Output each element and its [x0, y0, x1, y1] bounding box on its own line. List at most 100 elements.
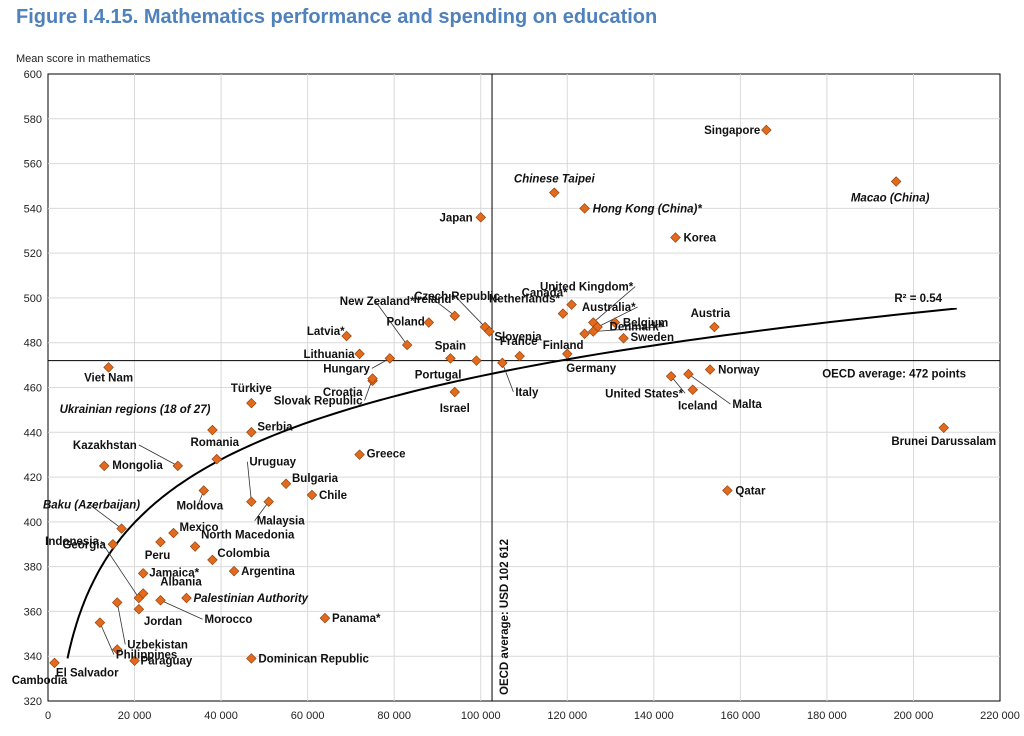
point-label: Austria — [691, 308, 731, 320]
point-label: Malaysia — [257, 516, 306, 528]
data-point — [354, 449, 365, 460]
data-point — [155, 595, 166, 606]
point-label: Brunei Darussalam — [891, 436, 996, 448]
point-label: Bulgaria — [292, 473, 339, 485]
data-point — [137, 568, 149, 579]
y-tick-label: 360 — [24, 606, 42, 618]
data-point — [306, 489, 318, 501]
point-label: Israel — [440, 403, 470, 415]
point-label: Australia* — [582, 302, 636, 314]
point-label: Serbia — [257, 421, 293, 433]
data-point — [181, 592, 192, 604]
x-tick-label: 60 000 — [291, 710, 325, 722]
leader-lines — [89, 286, 731, 655]
point-label: Korea — [683, 232, 716, 244]
point-label: Greece — [367, 449, 406, 461]
data-point — [566, 299, 577, 310]
point-label: Moldova — [176, 501, 223, 513]
data-point — [280, 478, 292, 490]
point-label: Uruguay — [249, 457, 296, 469]
point-label: El Salvador — [56, 667, 119, 679]
data-point — [704, 364, 716, 375]
point-label: Mongolia — [112, 460, 163, 472]
point-label: United Kingdom* — [540, 282, 634, 294]
point-label: Canada* — [522, 288, 569, 300]
point-label: Argentina — [241, 566, 295, 578]
data-point — [228, 565, 240, 577]
data-point — [722, 485, 733, 496]
trend-line: R² = 0.54 — [66, 293, 958, 659]
data-point — [423, 317, 435, 328]
data-point — [938, 422, 949, 434]
data-point — [246, 653, 257, 664]
x-tick-label: 100 000 — [461, 710, 501, 722]
point-label: Macao (China) — [851, 192, 930, 204]
point-label: Sweden — [631, 332, 674, 344]
y-tick-label: 580 — [24, 114, 42, 126]
leader-line — [138, 444, 179, 467]
data-point — [246, 496, 257, 507]
point-label: Indonesia — [45, 536, 99, 548]
point-label: Poland — [386, 317, 424, 329]
data-point — [189, 541, 201, 552]
x-tick-label: 20 000 — [118, 710, 152, 722]
y-tick-label: 480 — [24, 338, 42, 350]
x-tick-label: 140 000 — [634, 710, 674, 722]
point-label: Malta — [732, 399, 762, 411]
data-point — [683, 368, 694, 380]
data-point — [94, 617, 106, 628]
data-point — [665, 371, 677, 382]
point-label: Türkiye — [231, 383, 272, 395]
point-label: Croatia — [323, 387, 363, 399]
point-label: Palestinian Authority — [193, 593, 308, 605]
data-point — [687, 384, 698, 395]
leader-line — [593, 326, 666, 332]
point-label: Uzbekistan — [127, 639, 188, 651]
data-point — [579, 328, 590, 339]
leader-line — [374, 300, 408, 346]
data-point — [484, 326, 495, 337]
data-point — [129, 655, 140, 666]
data-point — [168, 527, 179, 539]
point-label: Belgium — [623, 318, 668, 330]
data-point — [514, 350, 525, 362]
point-label: North Macedonia — [201, 529, 295, 541]
x-tick-label: 0 — [45, 710, 51, 722]
leader-line — [89, 504, 122, 529]
point-label: Hungary — [323, 363, 370, 375]
y-tick-label: 440 — [24, 427, 42, 439]
point-label: Colombia — [217, 548, 270, 560]
data-point — [557, 308, 569, 319]
data-point — [246, 427, 257, 438]
data-point — [401, 339, 413, 351]
leader-line — [246, 461, 252, 502]
oecd-average-score-label: OECD average: 472 points — [822, 369, 966, 381]
gridlines — [48, 74, 1000, 701]
point-label: Slovak Republic — [274, 396, 363, 408]
oecd-average-spending-label: OECD average: USD 102 612 — [499, 539, 511, 695]
data-point — [49, 657, 60, 669]
data-point — [579, 203, 590, 214]
point-label: Georgia — [62, 539, 106, 551]
data-point — [609, 317, 621, 328]
data-point — [319, 612, 331, 624]
y-axis-ticks: 320 340 360 380 400 420 440 460 480 500 520 540 560 5… — [24, 69, 42, 708]
point-label: Portugal — [415, 370, 462, 382]
data-point — [99, 460, 110, 472]
leader-line — [254, 501, 270, 521]
point-label: Paraguay — [141, 656, 193, 668]
point-label: Mexico — [179, 522, 218, 534]
x-tick-label: 80 000 — [377, 710, 411, 722]
point-label: Hong Kong (China)* — [593, 203, 703, 215]
point-label: Ireland* — [414, 294, 457, 306]
y-axis-label: Mean score in mathematics — [16, 53, 151, 65]
point-label: Morocco — [205, 614, 253, 626]
x-tick-label: 180 000 — [807, 710, 847, 722]
point-label: Viet Nam — [84, 372, 133, 384]
point-label: United States* — [605, 388, 683, 400]
point-label: Albania — [160, 577, 202, 589]
data-point — [137, 588, 149, 599]
leader-line — [116, 602, 126, 645]
point-label: Ukrainian regions (18 of 27) — [60, 404, 211, 416]
leader-line — [99, 622, 115, 655]
